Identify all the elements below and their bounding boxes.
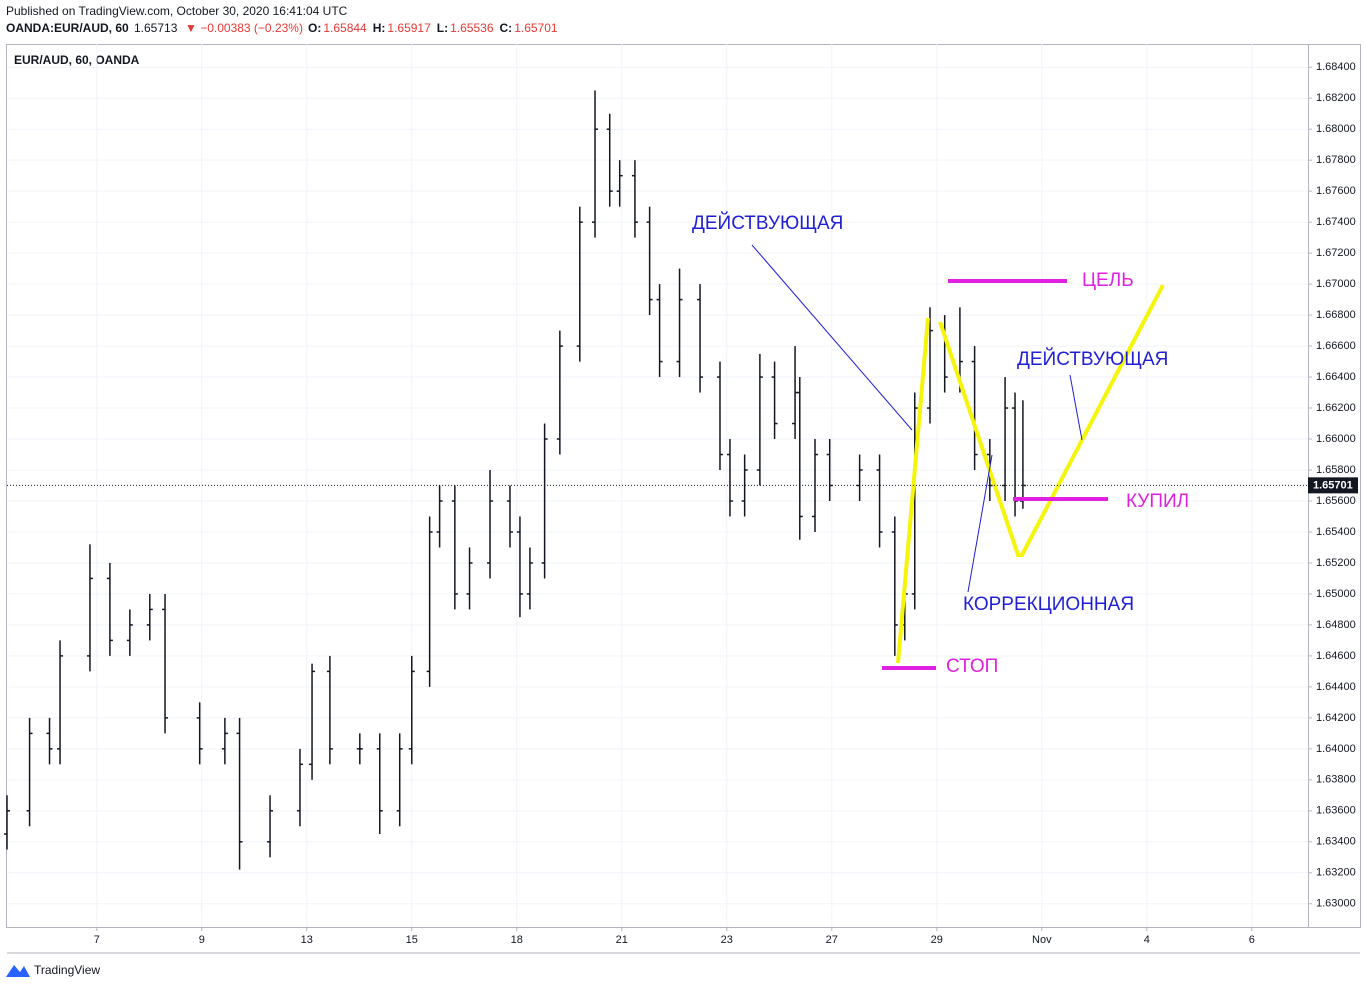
annotation: СТОП [946,656,998,677]
y-tick-label: 1.67400 [1316,216,1356,228]
y-tick-label: 1.63600 [1316,805,1356,817]
y-tick-label: 1.64000 [1316,743,1356,755]
change: ▼ −0.00383 (−0.23%) [185,21,303,35]
symbol: OANDA:EUR/AUD, 60 [6,21,129,35]
footer: TradingView [34,963,100,977]
x-tick-label: 27 [826,934,838,946]
ohlc-label: O: [308,21,321,35]
annotation: ДЕЙСТВУЮЩАЯ [692,212,843,234]
y-tick-label: 1.66000 [1316,433,1356,445]
x-tick-label: 18 [511,934,523,946]
y-tick-label: 1.68400 [1316,61,1356,73]
y-tick-label: 1.65400 [1316,526,1356,538]
last-price-label: 1.65701 [1313,479,1353,491]
y-tick-label: 1.68000 [1316,123,1356,135]
annotation: КУПИЛ [1126,491,1189,512]
y-tick-label: 1.65200 [1316,557,1356,569]
y-tick-label: 1.67600 [1316,185,1356,197]
y-tick-label: 1.63200 [1316,867,1356,879]
y-tick-label: 1.64800 [1316,619,1356,631]
y-tick-label: 1.66200 [1316,402,1356,414]
y-tick-label: 1.67000 [1316,278,1356,290]
y-tick-label: 1.66400 [1316,371,1356,383]
y-tick-label: 1.68200 [1316,92,1356,104]
y-tick-label: 1.65600 [1316,495,1356,507]
x-tick-label: 7 [94,934,100,946]
ohlc-label: H: [373,21,386,35]
x-tick-label: 6 [1249,934,1255,946]
y-tick-label: 1.67200 [1316,247,1356,259]
ohlc-label: L: [437,21,448,35]
logo: TradingView [6,963,100,977]
y-tick-label: 1.66800 [1316,309,1356,321]
y-tick-label: 1.64600 [1316,650,1356,662]
y-tick-label: 1.67800 [1316,154,1356,166]
logo-icon [6,965,30,977]
price: 1.65713 [134,21,178,35]
y-tick-label: 1.63800 [1316,774,1356,786]
y-tick-label: 1.63400 [1316,836,1356,848]
published: Published on TradingView.com, October 30… [6,4,348,18]
y-tick-label: 1.65000 [1316,588,1356,600]
chart-frame [6,44,1361,928]
x-tick-label: 15 [406,934,418,946]
annotation: ЦЕЛЬ [1082,270,1134,291]
x-tick-label: 9 [199,934,205,946]
callout-line [751,244,913,431]
wave-line [896,317,930,664]
x-tick-label: 13 [301,934,313,946]
drawings [751,244,1165,670]
last-price-box [1308,477,1358,494]
symbol-row: OANDA:EUR/AUD, 60 1.65713 ▼ −0.00383 (−0… [6,21,558,35]
x-tick-label: 21 [616,934,628,946]
ohlc-value: 1.65701 [514,21,558,35]
bars [4,90,1026,870]
x-tick-label: 23 [721,934,733,946]
ohlc-value: 1.65536 [450,21,494,35]
y-tick-label: 1.63000 [1316,898,1356,910]
ohlc-value: 1.65844 [323,21,367,35]
x-tick-label: 4 [1144,934,1150,946]
ohlc-label: C: [500,21,513,35]
y-tick-label: 1.64200 [1316,712,1356,724]
wave-line [938,284,1165,557]
annotation: ДЕЙСТВУЮЩАЯ [1017,348,1168,370]
chart-title: EUR/AUD, 60, OANDA [14,53,140,67]
y-tick-label: 1.66600 [1316,340,1356,352]
y-tick-label: 1.65800 [1316,464,1356,476]
x-tick-label: 29 [931,934,943,946]
callout-line [1069,374,1083,441]
grid: 1.63000 1.63200 1.63400 1.63600 1.63800 1.640… [7,44,1356,946]
x-tick-label: Nov [1032,934,1052,946]
callout-line [967,454,993,593]
annotation: КОРРЕКЦИОННАЯ [963,594,1134,615]
y-tick-label: 1.64400 [1316,681,1356,693]
ohlc-value: 1.65917 [387,21,431,35]
